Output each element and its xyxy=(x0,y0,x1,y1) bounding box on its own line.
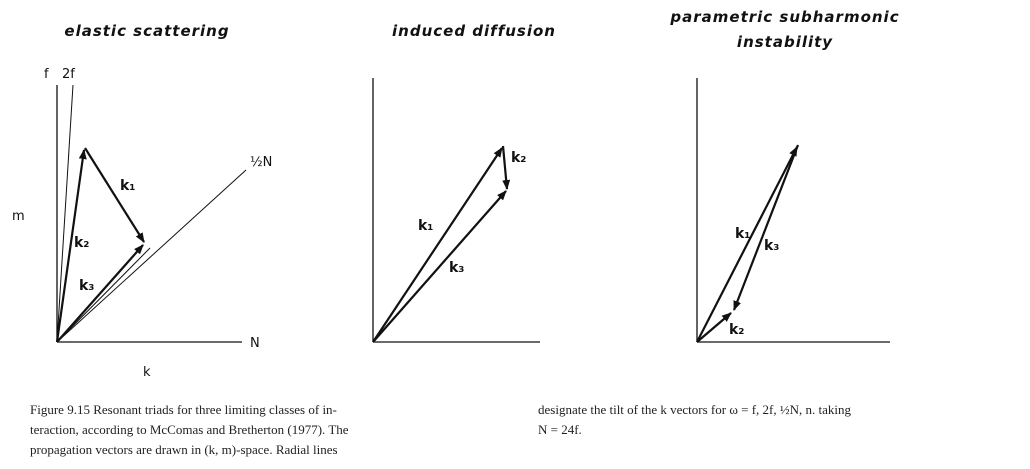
radial-line xyxy=(56,247,151,343)
vector-label: k₂ xyxy=(729,322,744,338)
label-k: k xyxy=(143,365,151,380)
vector-label: k₂ xyxy=(74,235,89,251)
caption-line: teraction, according to McComas and Bret… xyxy=(30,422,349,437)
caption-line: N = 24f. xyxy=(538,422,582,437)
label-n: N xyxy=(250,336,260,351)
vector-k1 xyxy=(84,147,145,243)
caption-line: propagation vectors are drawn in (k, m)-… xyxy=(30,442,338,457)
vector-label: k₁ xyxy=(120,178,135,194)
vector-k1 xyxy=(696,146,798,343)
vector-label: k₂ xyxy=(511,150,526,166)
vector-label: k₁ xyxy=(735,226,750,242)
vector-k3 xyxy=(372,190,507,343)
vector-k2 xyxy=(55,149,87,343)
caption-line: designate the tilt of the k vectors for … xyxy=(538,402,852,417)
caption-line: Figure 9.15 Resonant triads for three li… xyxy=(30,402,337,417)
label-m: m xyxy=(12,209,25,224)
vector-k3 xyxy=(56,244,144,343)
vector-k2 xyxy=(696,312,732,343)
vector-k1 xyxy=(372,147,503,343)
vector-label: k₃ xyxy=(449,260,464,276)
panel-psi: parametric subharmonic instability k₁ k₃… xyxy=(669,8,899,343)
vector-k2 xyxy=(501,145,511,190)
caption: Figure 9.15 Resonant triads for three li… xyxy=(30,402,852,457)
panel-title: instability xyxy=(737,33,833,51)
panel-title: parametric subharmonic xyxy=(669,8,899,26)
radial-line xyxy=(56,169,247,343)
panel-induced: induced diffusion k₁ k₂ k₃ xyxy=(372,22,556,343)
panel-elastic: elastic scattering f 2f ½N N m k k₁ k₂ k… xyxy=(12,22,272,380)
vector-label: k₃ xyxy=(764,238,779,254)
panel-title: induced diffusion xyxy=(392,22,556,40)
vector-k3 xyxy=(732,144,800,311)
vector-label: k₁ xyxy=(418,218,433,234)
label-half-n: ½N xyxy=(250,155,272,170)
radial-line xyxy=(56,84,74,343)
label-2f: 2f xyxy=(62,67,75,82)
panel-title: elastic scattering xyxy=(64,22,229,40)
vector-label: k₃ xyxy=(79,278,94,294)
label-f: f xyxy=(44,67,49,82)
